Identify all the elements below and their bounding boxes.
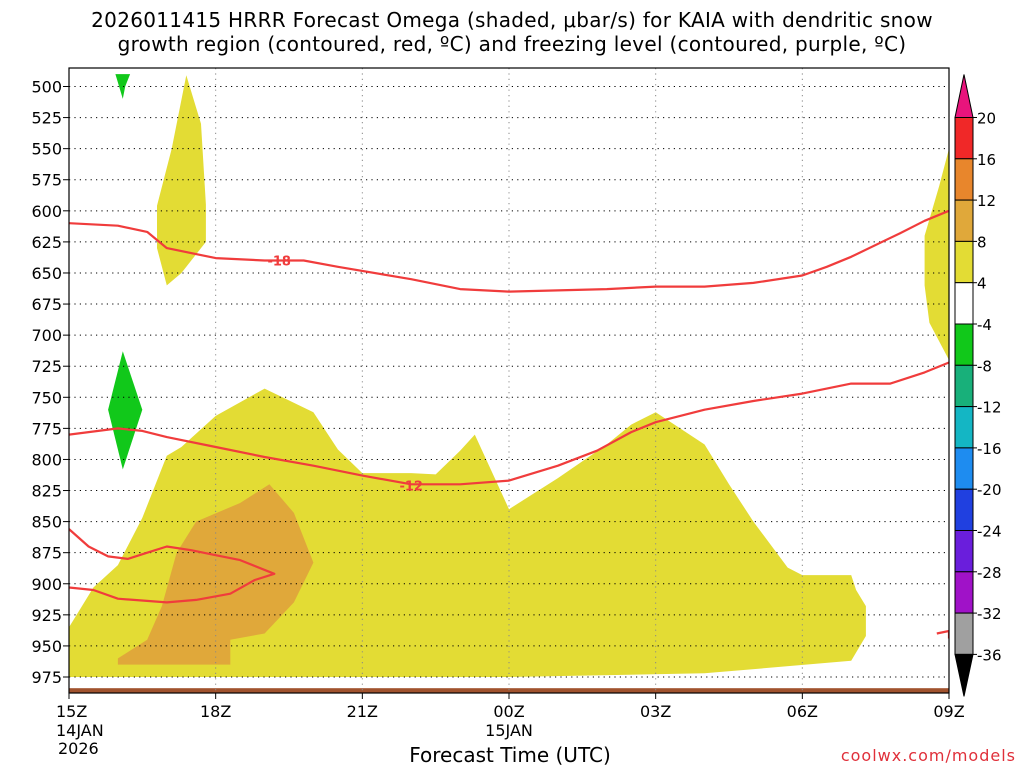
x-tick-label-18Z: 18Z — [200, 702, 231, 721]
y-tick-label-875: 875 — [31, 544, 62, 563]
x-tick-label-03Z: 03Z — [640, 702, 671, 721]
x-date-label-14JAN: 14JAN — [56, 721, 104, 740]
omega-region-5 — [115, 74, 131, 99]
colorbar-top-arrow — [954, 74, 974, 118]
colorbar-label-0: 20 — [977, 110, 996, 128]
y-axis: 500 525 550 575 600 625 650 675 700 725 750 775 800 8… — [31, 78, 69, 687]
colorbar-swatch-7 — [954, 406, 974, 449]
y-tick-label-725: 725 — [31, 357, 62, 376]
contour-label-0: -18 — [267, 255, 291, 270]
colorbar-swatch-0 — [954, 117, 974, 160]
colorbar-swatch-12 — [954, 612, 974, 655]
x-tick-label-00Z: 00Z — [493, 702, 524, 721]
colorbar-label-5: -4 — [977, 316, 992, 334]
colorbar-label-7: -12 — [977, 399, 1002, 417]
y-tick-label-700: 700 — [31, 326, 62, 345]
omega-shading — [69, 74, 998, 677]
contour-line-1 — [69, 361, 949, 486]
contour-line-3 — [936, 629, 949, 639]
colorbar-swatch-1 — [954, 158, 974, 201]
contour-line-2 — [69, 528, 276, 604]
colorbar-swatch-11 — [954, 571, 974, 614]
x-tick-label-06Z: 06Z — [787, 702, 818, 721]
omega-region-6 — [108, 351, 143, 470]
x-axis-label: Forecast Time (UTC) — [409, 743, 611, 767]
grid-lines — [69, 68, 949, 693]
omega-region-3 — [924, 148, 949, 360]
y-tick-label-950: 950 — [31, 637, 62, 656]
colorbar-label-1: 16 — [977, 151, 996, 169]
x-date-label-15JAN: 15JAN — [485, 721, 533, 740]
omega-region-4 — [973, 74, 998, 96]
contour-line-0 — [69, 209, 949, 293]
colorbar-label-8: -16 — [977, 440, 1002, 458]
colorbar-label-9: -20 — [977, 481, 1002, 499]
y-tick-label-675: 675 — [31, 295, 62, 314]
colorbar-label-11: -28 — [977, 564, 1002, 582]
colorbar-label-3: 8 — [977, 233, 987, 251]
colorbar-swatch-6 — [954, 364, 974, 408]
colorbar-label-6: -8 — [977, 357, 992, 375]
colorbar-label-12: -32 — [977, 605, 1002, 623]
colorbar-label-4: 4 — [977, 275, 987, 293]
x-tick-label-21Z: 21Z — [347, 702, 378, 721]
x-tick-label-15Z: 15Z — [56, 702, 87, 721]
colorbar-label-2: 12 — [977, 192, 996, 210]
y-tick-label-500: 500 — [31, 78, 62, 97]
y-tick-label-750: 750 — [31, 388, 62, 407]
title-line-1: 2026011415 HRRR Forecast Omega (shaded, … — [91, 8, 933, 32]
colorbar-swatch-3 — [954, 240, 974, 284]
y-tick-label-650: 650 — [31, 264, 62, 283]
colorbar-bottom-arrow — [954, 653, 974, 697]
y-tick-label-775: 775 — [31, 419, 62, 438]
colorbar: 20 16 12 8 4 -4 -8 -12 -16 -20 -24 -28 -32 -36 — [954, 74, 1002, 697]
credit-text: coolwx.com/models — [840, 746, 1016, 765]
colorbar-swatch-2 — [954, 199, 974, 242]
y-tick-label-900: 900 — [31, 575, 62, 594]
chart-title: 2026011415 HRRR Forecast Omega (shaded, … — [0, 8, 1024, 56]
contour-label-1: -12 — [399, 480, 423, 495]
temperature-contours: -18 -12 — [69, 209, 949, 639]
x-tick-label-09Z: 09Z — [933, 702, 964, 721]
y-tick-label-600: 600 — [31, 202, 62, 221]
y-tick-label-575: 575 — [31, 171, 62, 190]
colorbar-swatch-4 — [954, 282, 974, 325]
y-tick-label-925: 925 — [31, 606, 62, 625]
colorbar-label-10: -24 — [977, 523, 1002, 541]
y-tick-label-525: 525 — [31, 109, 62, 128]
colorbar-label-13: -36 — [977, 646, 1002, 664]
y-tick-label-800: 800 — [31, 450, 62, 469]
ground-terrain — [69, 688, 949, 693]
omega-region-2 — [157, 75, 206, 286]
x-year-label-2026: 2026 — [58, 739, 99, 758]
y-tick-label-975: 975 — [31, 668, 62, 687]
colorbar-swatch-5 — [954, 323, 974, 366]
y-tick-label-825: 825 — [31, 482, 62, 501]
omega-region-1 — [117, 484, 314, 665]
colorbar-swatch-9 — [954, 488, 974, 532]
y-tick-label-550: 550 — [31, 140, 62, 159]
colorbar-swatch-8 — [954, 447, 974, 490]
colorbar-swatch-10 — [954, 530, 974, 573]
y-tick-label-850: 850 — [31, 513, 62, 532]
y-tick-label-625: 625 — [31, 233, 62, 252]
title-line-2: growth region (contoured, red, ºC) and f… — [117, 32, 907, 56]
